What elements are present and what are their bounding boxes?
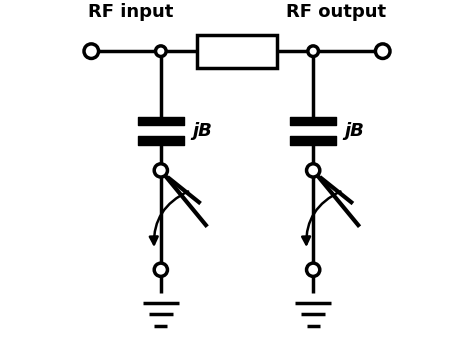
- FancyBboxPatch shape: [197, 35, 277, 68]
- Circle shape: [154, 263, 167, 276]
- Circle shape: [307, 263, 320, 276]
- Circle shape: [307, 164, 320, 177]
- Text: jB: jB: [192, 122, 212, 140]
- Text: RF input: RF input: [88, 3, 173, 21]
- Circle shape: [155, 46, 166, 56]
- Circle shape: [308, 46, 319, 56]
- Circle shape: [375, 44, 390, 58]
- Circle shape: [84, 44, 99, 58]
- Circle shape: [154, 164, 167, 177]
- Text: RF output: RF output: [286, 3, 386, 21]
- Text: jB: jB: [345, 122, 365, 140]
